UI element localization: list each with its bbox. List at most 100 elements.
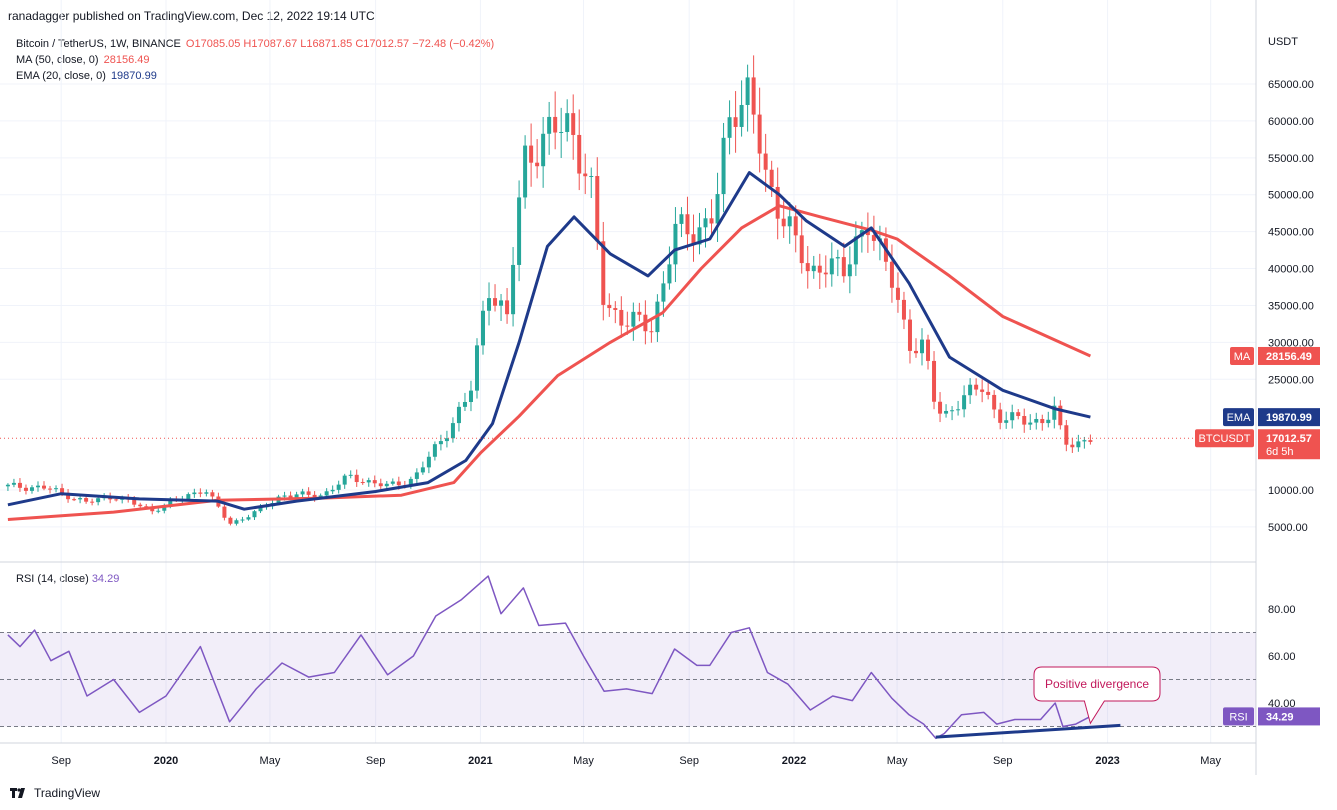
brand-name[interactable]: TradingView [34,786,101,800]
price-tag-ma: MA 28156.49 [1230,346,1320,365]
candle [673,207,678,283]
x-tick-label: May [887,755,908,767]
candle [649,318,654,343]
chart-legend: Bitcoin / TetherUS, 1W, BINANCE O17085.0… [16,36,496,84]
candle-body [673,223,678,265]
candle-body [66,492,71,500]
candle [1064,419,1069,452]
candle [721,122,726,213]
candle [372,475,377,488]
candle-body [511,264,516,315]
candle [499,294,504,321]
candle-body [481,310,486,346]
candle [889,244,894,303]
candle-body [595,176,600,242]
candle-body [547,116,552,134]
candle [474,338,479,399]
candle-body [96,498,101,503]
candle-body [462,401,467,407]
symbol-label[interactable]: Bitcoin / TetherUS, 1W, BINANCE [16,38,181,50]
candle-body [444,438,449,442]
candle-body [1034,418,1039,423]
candle [835,249,840,277]
candle [54,485,59,493]
candle-body [721,137,726,195]
candle-body [613,308,618,310]
candle-body [1028,422,1033,425]
tag-value: 19870.99 [1266,412,1312,424]
candle [390,478,395,486]
candle-body [1046,419,1051,424]
candle [865,212,870,253]
tradingview-logo-icon[interactable] [10,787,28,799]
candle-body [48,488,53,490]
candle-body [889,261,894,288]
rsi-legend: RSI (14, close) 34.29 [16,573,119,585]
candle-body [679,214,684,224]
candle-body [1088,440,1093,442]
rsi-axis[interactable]: 80.00 60.00 40.00 [1268,604,1296,710]
candle-body [138,504,143,507]
candle [631,302,636,341]
candle [571,94,576,160]
tag-value: 17012.57 [1266,433,1312,445]
candle-body [17,482,22,488]
candle-body [468,390,473,402]
candle-body [998,409,1003,423]
candle-body [282,495,287,497]
candle-body [745,77,750,105]
candle [709,199,714,234]
divergence-line [935,723,1121,739]
candle [48,485,53,494]
candle-body [1004,420,1009,423]
candle-body [986,391,991,395]
candle-body [390,481,395,484]
candle [727,100,732,155]
candle-body [625,325,630,327]
candle-body [438,441,443,445]
tag-label-box [1195,429,1254,448]
candle-body [258,506,263,512]
candle [685,196,690,251]
rsi-label[interactable]: RSI (14, close) [16,573,89,585]
candle [1016,409,1021,420]
time-axis[interactable]: Sep 2020 May Sep 2021 May Sep 2022 May Sep 2023 May [51,755,1221,767]
candle-body [342,475,347,485]
candle [817,253,822,290]
tag-label: BTCUSDT [1199,433,1251,445]
candle [553,91,558,150]
candle [745,64,750,132]
candle [306,487,311,498]
candle-body [703,218,708,228]
candle-body [198,492,203,494]
candle [607,293,612,317]
ma-label[interactable]: MA (50, close, 0) [16,54,99,66]
candle-body [240,519,245,521]
candle [240,516,245,523]
candle-body [739,104,744,127]
x-tick-label: May [260,755,281,767]
candle [493,284,498,312]
candle-body [474,345,479,391]
candle-body [553,116,558,133]
candle-body [378,483,383,487]
candle-body [835,257,840,259]
price-axis[interactable]: USDT 65000.00 60000.00 55000.00 50000.00 450… [1268,36,1314,534]
rsi-tick-label: 80.00 [1268,604,1296,616]
candle-body [974,384,979,390]
candle-body [895,287,900,300]
candle-body [799,235,804,264]
candle [661,271,666,317]
candle-body [414,472,419,479]
candle-body [757,114,762,154]
candle-body [450,423,455,439]
tag-label: RSI [1229,711,1247,723]
candle [805,246,810,289]
candle-body [1016,412,1021,417]
candle-body [938,401,943,414]
ohlc-values: O17085.05 H17087.67 L16871.85 C17012.57 … [185,38,495,50]
y-tick-label: 55000.00 [1268,153,1314,165]
candle-body [763,153,768,170]
candle [432,441,437,461]
